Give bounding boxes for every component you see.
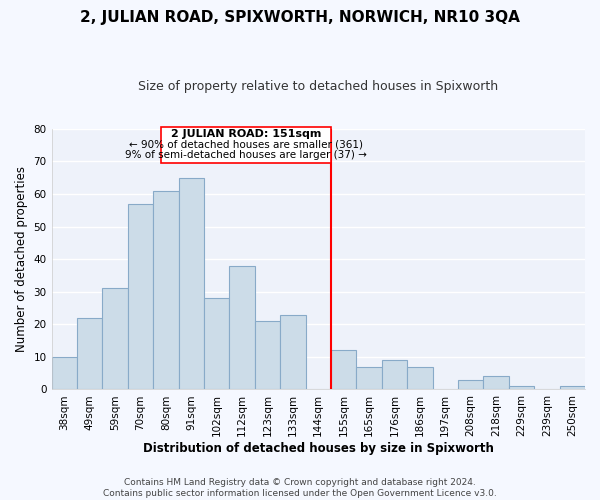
Bar bbox=[407, 366, 433, 390]
Bar bbox=[204, 298, 229, 390]
Bar bbox=[484, 376, 509, 390]
Bar bbox=[509, 386, 534, 390]
Title: Size of property relative to detached houses in Spixworth: Size of property relative to detached ho… bbox=[138, 80, 499, 93]
Bar bbox=[128, 204, 153, 390]
Bar bbox=[280, 314, 305, 390]
Bar bbox=[331, 350, 356, 390]
Bar bbox=[356, 366, 382, 390]
Bar bbox=[52, 357, 77, 390]
Bar bbox=[179, 178, 204, 390]
Y-axis label: Number of detached properties: Number of detached properties bbox=[15, 166, 28, 352]
FancyBboxPatch shape bbox=[161, 128, 331, 163]
Text: 2, JULIAN ROAD, SPIXWORTH, NORWICH, NR10 3QA: 2, JULIAN ROAD, SPIXWORTH, NORWICH, NR10… bbox=[80, 10, 520, 25]
Text: 9% of semi-detached houses are larger (37) →: 9% of semi-detached houses are larger (3… bbox=[125, 150, 367, 160]
Bar bbox=[77, 318, 103, 390]
Bar bbox=[103, 288, 128, 390]
Bar bbox=[255, 321, 280, 390]
Text: ← 90% of detached houses are smaller (361): ← 90% of detached houses are smaller (36… bbox=[129, 140, 363, 149]
Text: 2 JULIAN ROAD: 151sqm: 2 JULIAN ROAD: 151sqm bbox=[170, 130, 321, 140]
Bar bbox=[458, 380, 484, 390]
Bar bbox=[560, 386, 585, 390]
Bar bbox=[153, 191, 179, 390]
X-axis label: Distribution of detached houses by size in Spixworth: Distribution of detached houses by size … bbox=[143, 442, 494, 455]
Text: Contains HM Land Registry data © Crown copyright and database right 2024.
Contai: Contains HM Land Registry data © Crown c… bbox=[103, 478, 497, 498]
Bar bbox=[382, 360, 407, 390]
Bar bbox=[229, 266, 255, 390]
